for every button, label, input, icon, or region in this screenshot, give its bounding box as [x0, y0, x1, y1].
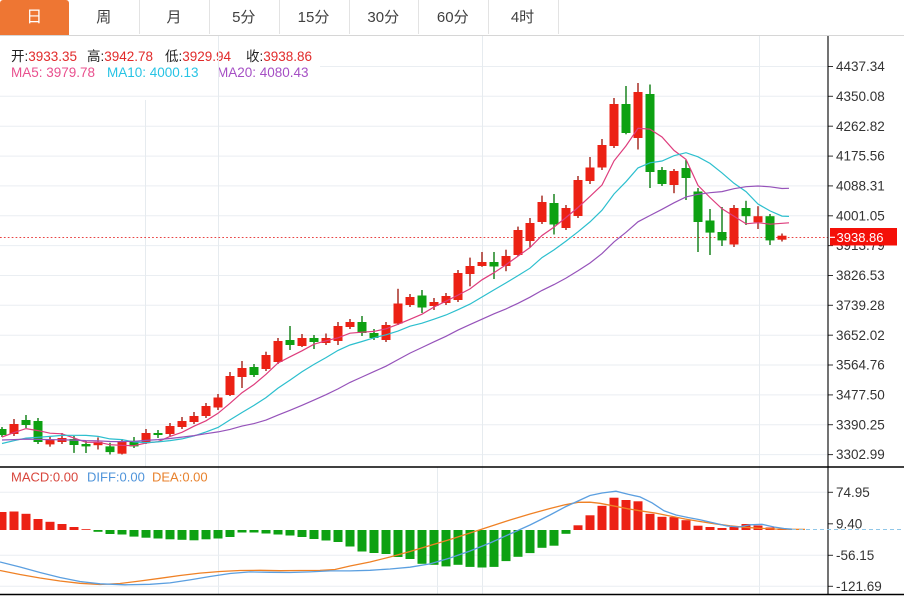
svg-text:4350.08: 4350.08 [836, 89, 885, 104]
svg-text:DIFF:0.00: DIFF:0.00 [87, 470, 145, 485]
svg-text:-56.15: -56.15 [836, 548, 874, 563]
svg-text:3477.50: 3477.50 [836, 388, 885, 403]
svg-text:4001.05: 4001.05 [836, 208, 885, 223]
svg-text:3826.53: 3826.53 [836, 268, 885, 283]
svg-text:3938.86: 3938.86 [837, 230, 884, 245]
svg-text:3390.25: 3390.25 [836, 417, 885, 432]
svg-text:MACD:0.00: MACD:0.00 [11, 470, 78, 485]
svg-text:3652.02: 3652.02 [836, 328, 885, 343]
svg-text:4088.31: 4088.31 [836, 179, 885, 194]
svg-text:DEA:0.00: DEA:0.00 [152, 470, 208, 485]
svg-text:4175.56: 4175.56 [836, 149, 885, 164]
svg-text:3739.28: 3739.28 [836, 298, 885, 313]
svg-text:74.95: 74.95 [836, 485, 870, 500]
svg-text:4262.82: 4262.82 [836, 119, 885, 134]
svg-text:-121.69: -121.69 [836, 579, 882, 594]
svg-text:4437.34: 4437.34 [836, 59, 885, 74]
svg-text:3302.99: 3302.99 [836, 447, 885, 462]
svg-text:3564.76: 3564.76 [836, 358, 885, 373]
svg-text:9.40: 9.40 [836, 516, 862, 531]
